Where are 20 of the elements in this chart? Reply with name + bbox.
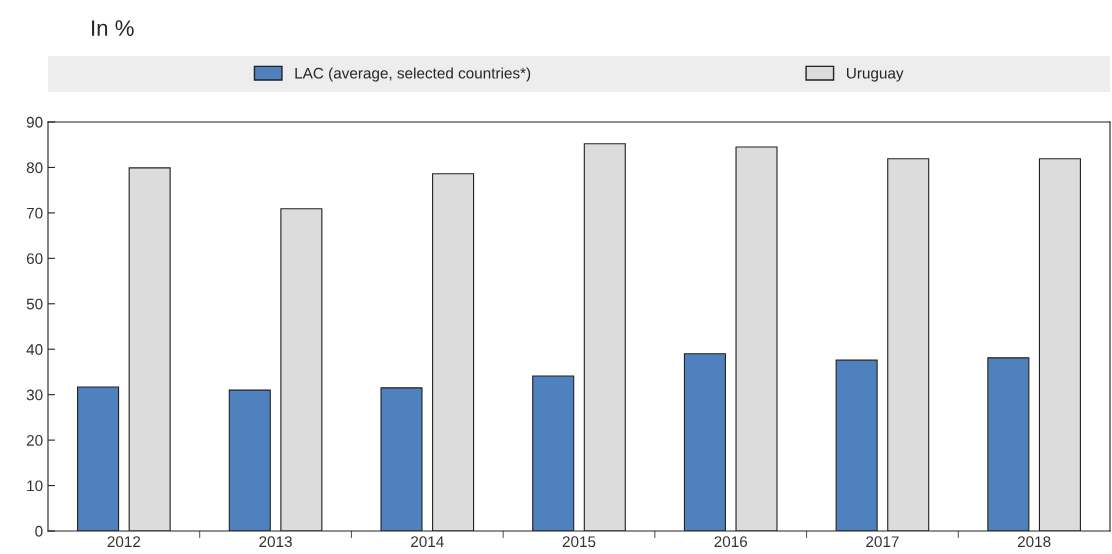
x-tick-label: 2014 <box>411 536 444 548</box>
y-tick-label: 30 <box>26 389 43 401</box>
y-tick-label: 60 <box>26 253 43 265</box>
y-tick-label: 20 <box>26 434 43 446</box>
x-tick-label: 2013 <box>259 536 292 548</box>
x-tick-label: 2012 <box>107 536 141 548</box>
y-tick-label: 0 <box>35 525 43 537</box>
y-tick-label: 50 <box>26 298 43 310</box>
y-tick-label: 80 <box>26 162 43 174</box>
chart-title: In % <box>92 20 134 36</box>
x-tick-label: 2016 <box>714 536 748 548</box>
y-tick-label: 40 <box>26 344 43 355</box>
legend-label: LAC (average, selected countries*) <box>295 67 531 82</box>
x-tick-label: 2015 <box>562 536 596 548</box>
x-tick-label: 2017 <box>866 536 899 548</box>
y-tick-label: 10 <box>27 480 43 492</box>
y-tick-label: 70 <box>26 207 43 219</box>
legend-label: Uruguay <box>846 67 904 82</box>
x-tick-label: 2018 <box>1017 536 1051 548</box>
y-tick-label: 90 <box>26 116 43 128</box>
